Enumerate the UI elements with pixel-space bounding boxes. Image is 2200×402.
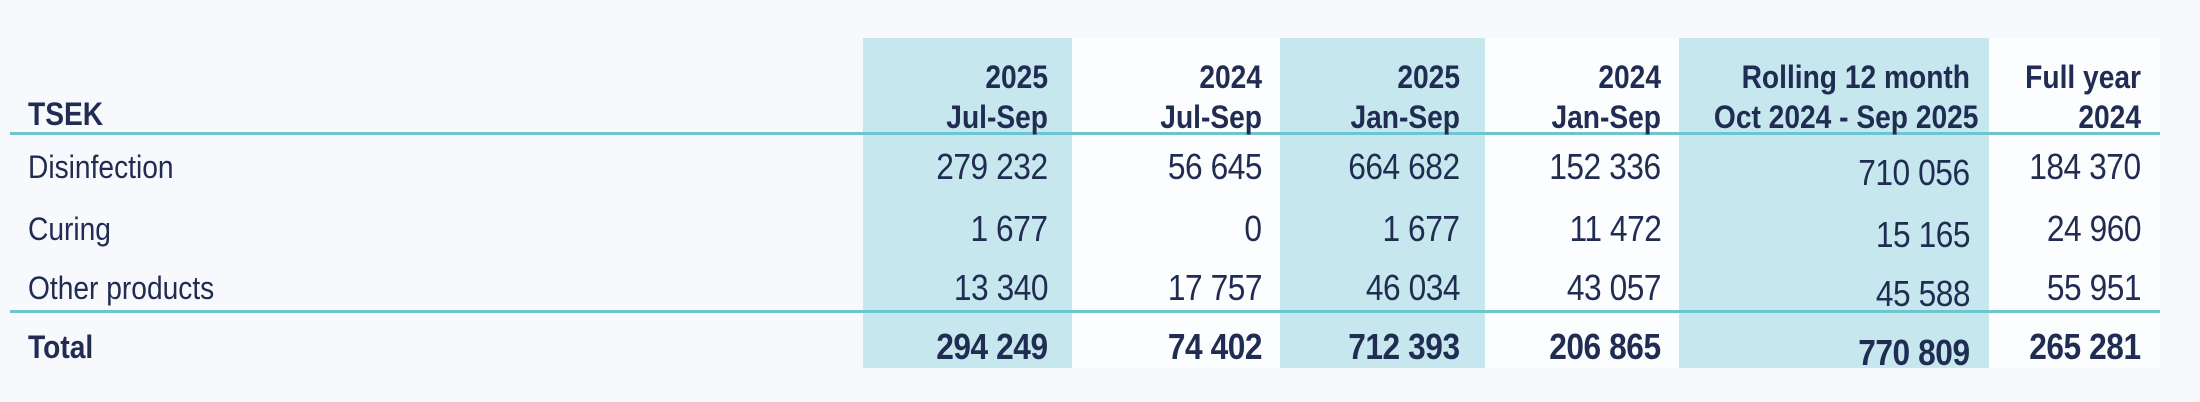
column-band-2025-jan-sep xyxy=(1280,38,1485,368)
value-text: 13 340 xyxy=(953,267,1049,308)
value-text: 279 232 xyxy=(936,146,1049,187)
value-text: 770 809 xyxy=(1858,332,1971,373)
value-text: 45 588 xyxy=(1875,273,1971,314)
value-cell: 710 056 xyxy=(1679,153,1989,193)
column-band-rolling-12-month xyxy=(1679,38,1989,368)
value-text: 17 757 xyxy=(1167,267,1263,308)
value-text: 0 xyxy=(1244,208,1263,249)
value-text: 46 034 xyxy=(1365,267,1461,308)
row-label-text: Disinfection xyxy=(28,149,174,185)
value-cell: 184 370 xyxy=(1989,147,2160,187)
column-header-rolling-12-month: Rolling 12 month Oct 2024 - Sep 2025 xyxy=(1679,57,1989,137)
column-header-period: Jan-Sep xyxy=(1350,99,1460,135)
column-band-2024-jul-sep xyxy=(1072,38,1280,368)
column-header-year: 2024 xyxy=(1598,59,1661,95)
column-header-period: Oct 2024 - Sep 2025 xyxy=(1713,99,1979,135)
value-cell: 55 951 xyxy=(1989,268,2160,308)
value-cell: 1 677 xyxy=(863,209,1072,249)
column-header-period: Jan-Sep xyxy=(1551,99,1661,135)
row-label: Total xyxy=(28,327,102,367)
column-header-period: Jul-Sep xyxy=(1160,99,1262,135)
value-text: 24 960 xyxy=(2046,208,2142,249)
value-cell: 1 677 xyxy=(1280,209,1485,249)
row-label: Disinfection xyxy=(28,147,193,187)
value-cell: 279 232 xyxy=(863,147,1072,187)
row-label-text: Other products xyxy=(28,270,215,306)
value-text: 1 677 xyxy=(1382,208,1461,249)
value-cell: 17 757 xyxy=(1072,268,1280,308)
value-cell: 74 402 xyxy=(1072,327,1280,367)
header-rule xyxy=(10,132,2160,135)
row-label-text: Curing xyxy=(28,211,111,247)
column-header-year: 2024 xyxy=(1199,59,1262,95)
value-text: 56 645 xyxy=(1167,146,1263,187)
value-text: 1 677 xyxy=(970,208,1049,249)
column-header-2024-jan-sep: 2024 Jan-Sep xyxy=(1485,57,1679,137)
value-cell: 294 249 xyxy=(863,327,1072,367)
column-header-year: 2025 xyxy=(985,59,1048,95)
value-cell: 15 165 xyxy=(1679,215,1989,255)
value-text: 206 865 xyxy=(1549,326,1662,367)
value-text: 664 682 xyxy=(1348,146,1461,187)
column-band-2024-jan-sep xyxy=(1485,38,1679,368)
column-band-2025-jul-sep xyxy=(863,38,1072,368)
value-cell: 43 057 xyxy=(1485,268,1679,308)
column-band-full-year-2024 xyxy=(1989,38,2160,368)
value-cell: 13 340 xyxy=(863,268,1072,308)
value-cell: 56 645 xyxy=(1072,147,1280,187)
value-cell: 24 960 xyxy=(1989,209,2160,249)
column-header-year: 2024 xyxy=(2078,99,2141,135)
value-text: 15 165 xyxy=(1875,214,1971,255)
column-header-full-year-2024: Full year 2024 xyxy=(1989,57,2160,137)
column-header-title: Rolling 12 month xyxy=(1741,59,1970,95)
value-text: 294 249 xyxy=(936,326,1049,367)
column-header-period: Jul-Sep xyxy=(946,99,1048,135)
row-label: Curing xyxy=(28,209,122,249)
unit-label-text: TSEK xyxy=(28,96,104,132)
column-header-year: 2025 xyxy=(1397,59,1460,95)
value-text: 74 402 xyxy=(1167,326,1263,367)
column-header-2025-jan-sep: 2025 Jan-Sep xyxy=(1280,57,1485,137)
value-cell: 206 865 xyxy=(1485,327,1679,367)
value-cell: 46 034 xyxy=(1280,268,1485,308)
value-cell: 664 682 xyxy=(1280,147,1485,187)
value-text: 11 472 xyxy=(1569,208,1661,249)
value-text: 43 057 xyxy=(1566,267,1662,308)
value-cell: 0 xyxy=(1072,209,1280,249)
value-text: 55 951 xyxy=(2046,267,2142,308)
total-rule xyxy=(10,310,2160,313)
value-text: 152 336 xyxy=(1549,146,1662,187)
value-cell: 712 393 xyxy=(1280,327,1485,367)
value-cell: 265 281 xyxy=(1989,327,2160,367)
column-header-title: Full year xyxy=(2025,59,2141,95)
value-text: 265 281 xyxy=(2029,326,2142,367)
column-header-2025-jul-sep: 2025 Jul-Sep xyxy=(863,57,1072,137)
value-cell: 45 588 xyxy=(1679,274,1989,314)
row-label-text: Total xyxy=(28,329,94,365)
column-header-2024-jul-sep: 2024 Jul-Sep xyxy=(1072,57,1280,137)
unit-label: TSEK xyxy=(28,94,113,134)
value-cell: 152 336 xyxy=(1485,147,1679,187)
value-cell: 11 472 xyxy=(1485,209,1679,249)
value-cell: 770 809 xyxy=(1679,333,1989,373)
value-text: 184 370 xyxy=(2029,146,2142,187)
value-text: 712 393 xyxy=(1348,326,1461,367)
row-label: Other products xyxy=(28,268,240,308)
value-text: 710 056 xyxy=(1858,152,1971,193)
